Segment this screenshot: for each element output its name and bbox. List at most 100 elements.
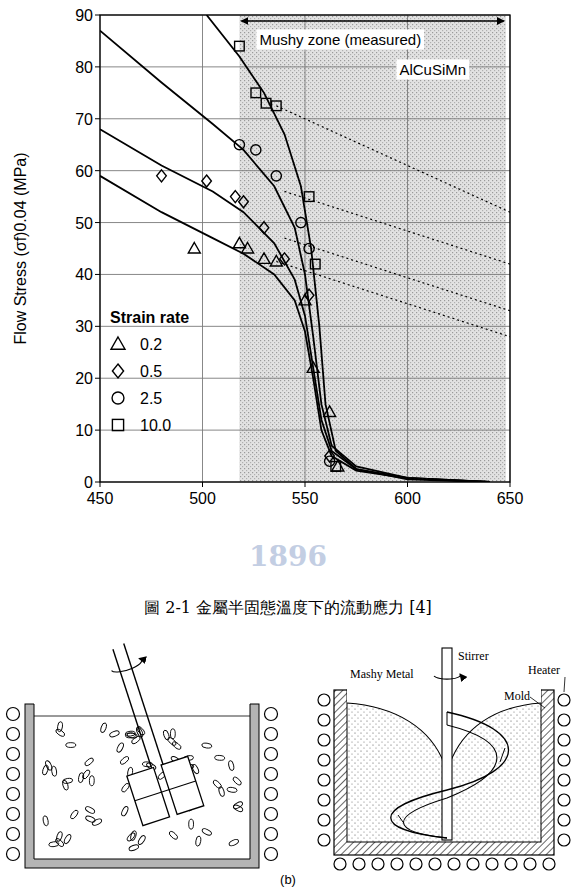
- figure-caption: 圖 2-1 金屬半固態溫度下的流動應力 [4]: [144, 598, 432, 617]
- heating-coil: [7, 848, 20, 861]
- y-tick-label: 80: [75, 59, 93, 76]
- solid-particle: [168, 830, 179, 840]
- heater-coil: [486, 858, 498, 870]
- solid-particle: [81, 769, 91, 780]
- stirrer-rod: [124, 644, 163, 765]
- marker-circle: [251, 145, 261, 155]
- melt-surface: [34, 716, 250, 717]
- heater-coil: [318, 814, 330, 826]
- dotted-curve: [285, 191, 511, 264]
- heater-coil: [558, 714, 570, 726]
- solid-particle: [130, 830, 137, 841]
- heating-coil: [265, 708, 278, 721]
- dotted-curve: [276, 261, 510, 336]
- heater-coil: [558, 774, 570, 786]
- helical-blade: [391, 712, 509, 838]
- solid-particle: [100, 722, 108, 733]
- heating-coil: [7, 708, 20, 721]
- marker-square: [331, 462, 341, 472]
- solid-particle: [43, 815, 49, 826]
- legend-symbol: [112, 392, 124, 404]
- plot-background: [100, 15, 510, 482]
- heater-coil: [391, 858, 403, 870]
- solid-particle: [232, 776, 243, 786]
- solid-particle: [85, 815, 96, 823]
- legend-label: 0.5: [140, 363, 162, 380]
- solid-particle: [163, 730, 171, 741]
- heating-coil: [7, 788, 20, 801]
- y-tick-label: 90: [75, 7, 93, 24]
- heater-coil: [429, 858, 441, 870]
- heating-coil: [7, 748, 20, 761]
- solid-particle: [201, 828, 212, 837]
- tick-mark-y: [95, 222, 100, 223]
- heater-leader: [564, 677, 565, 692]
- solid-particle: [228, 760, 235, 771]
- mushy-zone: [239, 15, 506, 482]
- legend-label: 2.5: [140, 390, 162, 407]
- dotted-curve: [276, 106, 510, 212]
- heating-coil: [7, 808, 20, 821]
- solid-particle: [233, 804, 244, 813]
- solid-particle: [51, 766, 57, 776]
- tick-mark-x: [305, 482, 306, 487]
- heater-coil: [558, 694, 570, 706]
- label-backing: [396, 60, 469, 80]
- diagram-right: Mashy MetalStirrerHeaterMold: [318, 648, 570, 870]
- y-axis-title: Flow Stress (σf)0.04 (MPa): [12, 152, 29, 344]
- data-group: [100, 15, 510, 482]
- y-tick-label: 0: [84, 474, 93, 491]
- tick-mark-y: [95, 118, 100, 119]
- tick-mark-y: [95, 378, 100, 379]
- page: 4505005506006500102030405060708090Flow S…: [0, 0, 576, 891]
- mushy-zone-label: Mushy zone (measured): [259, 31, 421, 48]
- solid-particle: [228, 838, 239, 847]
- blade-edge: [398, 712, 505, 822]
- heating-coil: [265, 808, 278, 821]
- solid-particle: [171, 741, 182, 751]
- solid-particle: [109, 730, 120, 738]
- heater-coil: [543, 858, 555, 870]
- heater-coil: [372, 858, 384, 870]
- marker-triangle: [258, 253, 270, 264]
- solid-particle: [66, 743, 76, 748]
- solid-particle: [227, 787, 237, 793]
- heating-coil: [7, 828, 20, 841]
- heater-coil: [505, 858, 517, 870]
- heating-coil: [265, 788, 278, 801]
- legend-title: Strain rate: [110, 309, 189, 326]
- solid-particle: [89, 776, 94, 786]
- solid-particle: [57, 721, 63, 731]
- marker-triangle: [233, 237, 245, 248]
- solid-particle: [119, 755, 130, 765]
- stirrer-rod: [113, 649, 152, 768]
- heater-coil: [353, 858, 365, 870]
- tick-mark-x: [510, 482, 511, 487]
- heater-coil: [467, 858, 479, 870]
- y-tick-label: 60: [75, 163, 93, 180]
- solid-particle: [126, 832, 136, 843]
- fitted-curve: [100, 129, 490, 482]
- tick-mark-y: [95, 326, 100, 327]
- x-tick-label: 550: [292, 490, 319, 507]
- solid-particle: [214, 755, 224, 761]
- crucible-inner-wall: [250, 704, 251, 859]
- label-mold: Mold: [504, 689, 530, 703]
- y-tick-label: 10: [75, 422, 93, 439]
- crucible-inner-wall: [34, 704, 35, 859]
- crucible-inside: [34, 700, 250, 859]
- heater-coil: [448, 858, 460, 870]
- shade-group: [239, 15, 506, 482]
- solid-particle: [54, 837, 65, 847]
- diagram-left: [7, 636, 278, 868]
- legend-label: 10.0: [140, 417, 171, 434]
- tick-mark-y: [95, 430, 100, 431]
- solid-particle: [170, 729, 175, 739]
- heater-coil: [558, 794, 570, 806]
- legend-symbol: [111, 337, 125, 349]
- heater-coil: [318, 794, 330, 806]
- grid-line-x: [202, 15, 203, 482]
- tick-mark-y: [95, 170, 100, 171]
- fitted-curve: [100, 31, 490, 482]
- marker-circle: [296, 217, 306, 227]
